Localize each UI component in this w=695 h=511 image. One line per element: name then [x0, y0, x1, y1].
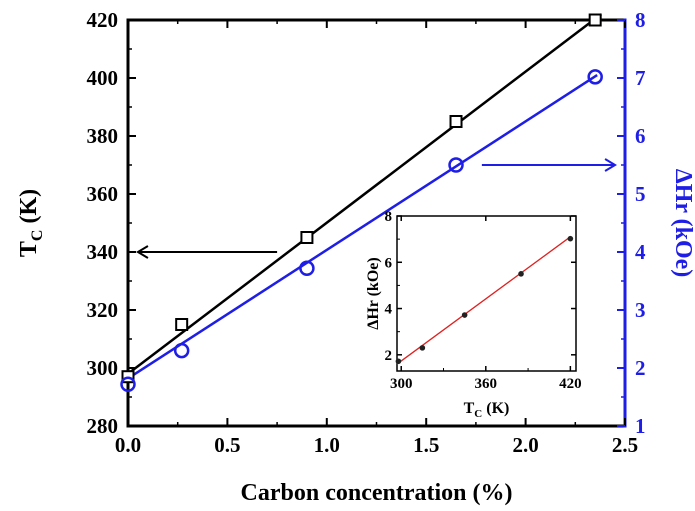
- y-left-axis-title: TC (K): [16, 189, 46, 257]
- inset-y-tick-label: 4: [385, 302, 393, 318]
- x-tick-label: 2.0: [512, 433, 538, 457]
- dhr-data-point: [173, 342, 190, 359]
- inset-fit-line: [396, 236, 571, 365]
- y-right-tick-label: 8: [635, 8, 646, 32]
- x-tick-label: 1.0: [314, 433, 340, 457]
- inset-y-tick-label: 8: [385, 209, 393, 225]
- x-axis-title: Carbon concentration (%): [241, 480, 513, 506]
- main-plot: 0.0 0.5 1.0 1.5 2.0 2.5 280 300 320 340 360 380 400 4…: [16, 8, 695, 506]
- y-left-tick-label: 320: [87, 298, 119, 322]
- inset-x-title-main: T: [464, 400, 475, 417]
- dhr-data-point: [448, 157, 464, 173]
- inset-x-title-unit: (K): [482, 400, 509, 417]
- dhr-data-point: [587, 69, 603, 85]
- y-right-tick-label: 3: [635, 298, 646, 322]
- y-left-tick-label: 340: [87, 240, 119, 264]
- inset-x-tick-label: 300: [390, 376, 413, 392]
- y-right-tick-label: 7: [635, 66, 646, 90]
- inset-data-point: [395, 358, 402, 365]
- y-right-tick-label: 1: [635, 414, 646, 438]
- y-left-tick-label: 280: [87, 414, 119, 438]
- dhr-data-point: [120, 376, 136, 392]
- dhr-fit-line: [127, 74, 598, 380]
- y-right-tick-label: 6: [635, 124, 646, 148]
- inset-data-point: [518, 271, 524, 277]
- inset-x-tick-label: 420: [559, 376, 582, 392]
- y-left-tick-label: 420: [87, 8, 119, 32]
- right-axis-arrow-head: [604, 158, 618, 172]
- tc-data-point: [449, 115, 463, 128]
- tc-fit-line: [127, 13, 602, 375]
- y-left-title-main: T: [16, 241, 42, 257]
- inset-y-tick-label: 6: [385, 255, 393, 271]
- inset-x-title-subscript: C: [474, 408, 482, 420]
- inset-plot: 300 360 420 2 4 6 8 TC (K) ΔHr (kOe): [365, 209, 582, 420]
- inset-frame: [396, 215, 577, 372]
- inset-data-point: [567, 235, 574, 242]
- y-left-tick-label: 380: [87, 124, 119, 148]
- inset-x-axis-title: TC (K): [464, 400, 510, 420]
- tc-data-point: [588, 13, 602, 27]
- y-right-tick-label: 2: [635, 356, 646, 380]
- y-right-tick-label: 4: [635, 240, 646, 264]
- y-left-tick-label: 360: [87, 182, 119, 206]
- inset-data-point: [419, 345, 426, 351]
- x-tick-label: 2.5: [612, 433, 638, 457]
- x-tick-label: 1.5: [413, 433, 439, 457]
- y-left-title-unit: (K): [16, 189, 42, 230]
- inset-y-axis-title: ΔHr (kOe): [365, 257, 382, 329]
- inset-data-point: [461, 312, 468, 318]
- dhr-data-point: [299, 260, 315, 276]
- y-left-tick-label: 400: [87, 66, 119, 90]
- y-right-axis-title: ΔHr (kOe): [670, 169, 695, 278]
- y-left-tick-label: 300: [87, 356, 119, 380]
- left-axis-arrow-head: [135, 245, 149, 259]
- y-left-title-subscript: C: [29, 230, 46, 242]
- x-tick-label: 0.5: [214, 433, 240, 457]
- x-tick-label: 0.0: [115, 433, 141, 457]
- y-right-tick-label: 5: [635, 182, 646, 206]
- inset-y-tick-label: 2: [385, 348, 393, 364]
- tc-data-point: [300, 231, 314, 244]
- inset-x-tick-label: 360: [475, 376, 498, 392]
- tc-data-point: [175, 318, 189, 331]
